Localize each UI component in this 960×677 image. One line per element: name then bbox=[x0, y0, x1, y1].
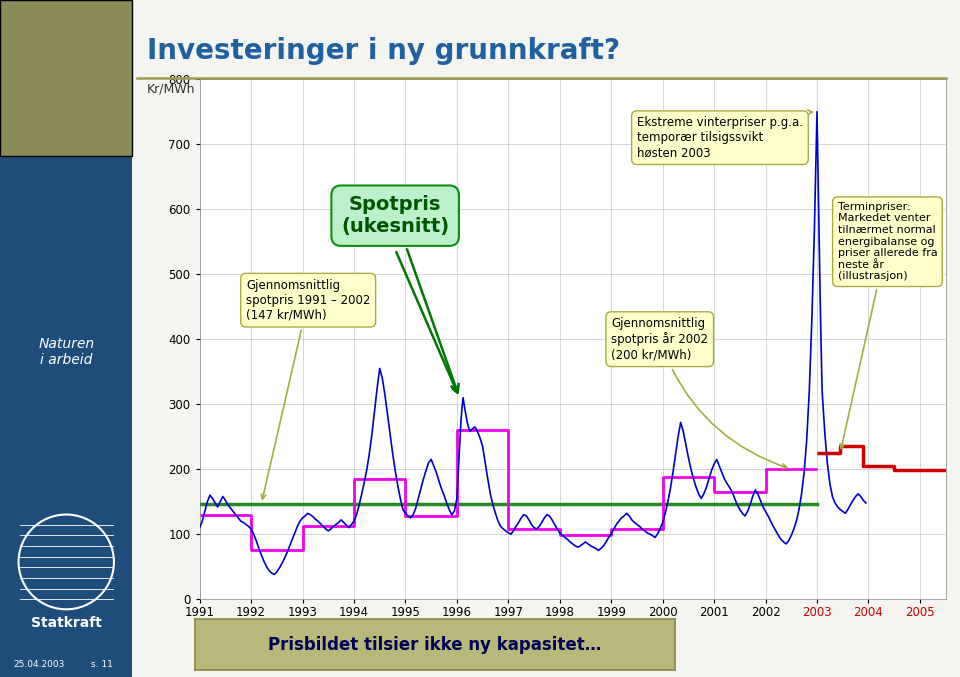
Text: Investeringer i ny grunnkraft?: Investeringer i ny grunnkraft? bbox=[147, 37, 620, 65]
Text: Kr/MWh: Kr/MWh bbox=[147, 83, 196, 95]
Text: 25.04.2003: 25.04.2003 bbox=[13, 660, 64, 669]
FancyBboxPatch shape bbox=[0, 0, 132, 156]
Text: Naturen
i arbeid: Naturen i arbeid bbox=[38, 337, 94, 367]
Text: Spotpris
(ukesnitt): Spotpris (ukesnitt) bbox=[341, 195, 459, 393]
Text: Statkraft: Statkraft bbox=[31, 616, 102, 630]
Text: s. 11: s. 11 bbox=[91, 660, 112, 669]
Text: Terminpriser:
Markedet venter
tilnærmet normal
energibalanse og
priser allerede : Terminpriser: Markedet venter tilnærmet … bbox=[837, 202, 937, 448]
Text: Gjennomsnittlig
spotpris 1991 – 2002
(147 kr/MWh): Gjennomsnittlig spotpris 1991 – 2002 (14… bbox=[246, 279, 371, 499]
Text: Gjennomsnittlig
spotpris år 2002
(200 kr/MWh): Gjennomsnittlig spotpris år 2002 (200 kr… bbox=[612, 317, 787, 468]
Text: Prisbildet tilsier ikke ny kapasitet…: Prisbildet tilsier ikke ny kapasitet… bbox=[268, 636, 602, 654]
Text: Ekstreme vinterpriser p.g.a.
temporær tilsigssvikt
høsten 2003: Ekstreme vinterpriser p.g.a. temporær ti… bbox=[636, 110, 812, 159]
